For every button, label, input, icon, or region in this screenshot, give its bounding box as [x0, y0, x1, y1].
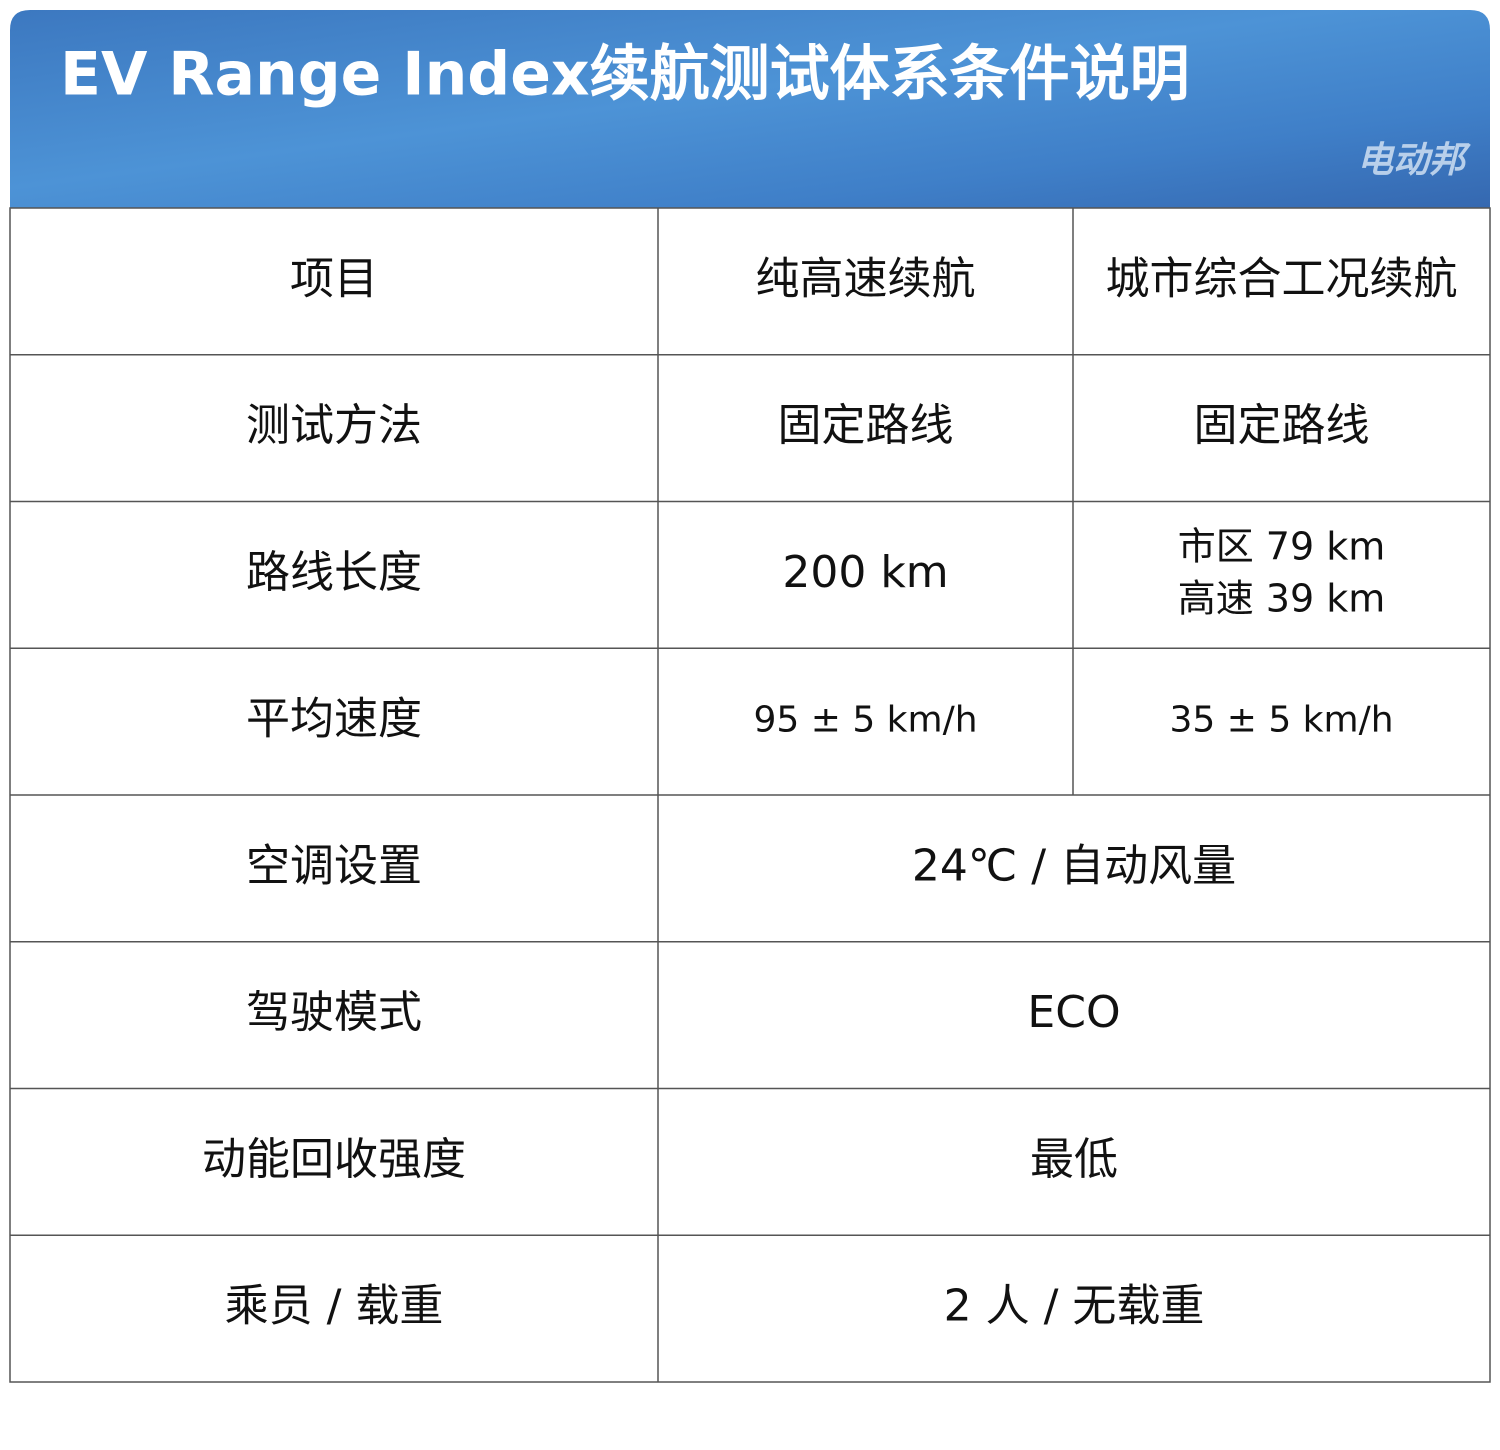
cell-text: 24℃ / 自动风量 — [912, 840, 1236, 891]
watermark: 电动邦 — [1357, 140, 1471, 181]
cell-text: ECO — [1027, 987, 1120, 1038]
cell-text: 最低 — [1030, 1134, 1118, 1185]
cell-text: 空调设置 — [246, 840, 422, 891]
cell-text: 市区 79 km — [1178, 524, 1386, 568]
cell-text: 高速 39 km — [1178, 576, 1386, 620]
cell-text: 城市综合工况续航 — [1106, 253, 1458, 304]
cell-text: 2 人 / 无载重 — [944, 1281, 1205, 1332]
cell-text: 动能回收强度 — [202, 1134, 466, 1185]
cell-text: 固定路线 — [778, 400, 954, 451]
header-title: EV Range Index续航测试体系条件说明 — [60, 40, 1190, 110]
cell-text: 固定路线 — [1194, 400, 1370, 451]
cell-text: 95 ± 5 km/h — [753, 700, 977, 741]
cell-text: 路线长度 — [246, 547, 422, 598]
cell-text: 纯高速续航 — [756, 253, 976, 304]
cell-text: 200 km — [782, 547, 948, 598]
cell-text: 35 ± 5 km/h — [1169, 700, 1393, 741]
cell-text: 项目 — [290, 253, 378, 304]
cell-text: 测试方法 — [246, 400, 422, 451]
header-banner — [10, 10, 1490, 208]
cell-text: 平均速度 — [246, 694, 422, 745]
cell-text: 乘员 / 载重 — [225, 1281, 444, 1332]
cell-text: 驾驶模式 — [246, 987, 422, 1038]
table-border — [9, 207, 1491, 1383]
